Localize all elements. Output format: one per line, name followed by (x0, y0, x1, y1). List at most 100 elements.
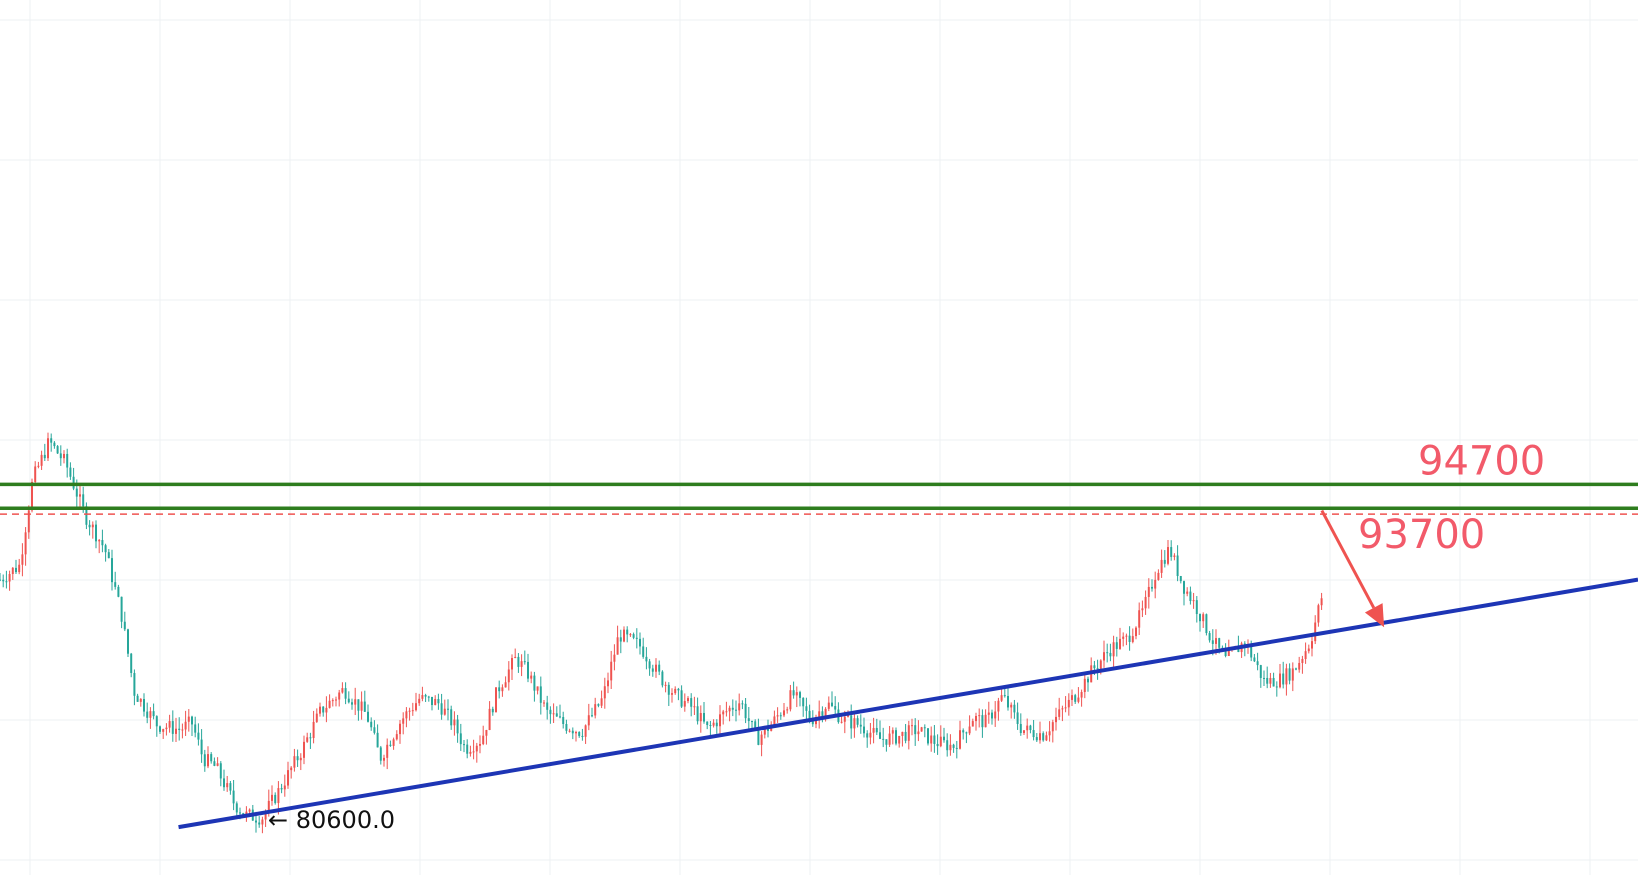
candle-body (178, 728, 181, 730)
candle-body (607, 680, 609, 687)
candle-body (363, 701, 366, 712)
candle-body (728, 707, 731, 712)
candle-body (338, 692, 341, 700)
candle-body (354, 699, 357, 705)
candle-body (117, 586, 120, 597)
candle-body (303, 741, 305, 758)
candle-body (619, 637, 622, 642)
candle-body (1087, 678, 1089, 683)
candle-body (1112, 642, 1115, 657)
candle-body (683, 701, 686, 707)
candle-body (869, 732, 872, 738)
candle-body (639, 638, 641, 647)
candle-body (415, 703, 417, 711)
candle-body (1096, 668, 1099, 670)
candle-body (1202, 614, 1205, 622)
candle-body (299, 757, 302, 761)
candle-body (248, 809, 251, 812)
candle-body (434, 698, 437, 706)
candle-body (1285, 668, 1288, 685)
candle-body (296, 756, 299, 761)
candle-body (357, 699, 360, 711)
candle-body (879, 732, 881, 739)
candle-body (139, 698, 142, 702)
candle-body (997, 700, 1000, 712)
candle-body (834, 706, 837, 710)
candle-body (79, 494, 81, 497)
candle-body (981, 715, 984, 728)
candle-body (645, 656, 648, 662)
candle-body (546, 702, 549, 710)
candle-body (392, 739, 395, 746)
candle-body (1295, 668, 1297, 670)
candle-body (1115, 642, 1118, 649)
candle-body (59, 453, 62, 459)
candle-body (655, 664, 657, 672)
candle-body (635, 637, 638, 639)
candle-body (491, 708, 494, 713)
candle-body (1010, 704, 1013, 708)
candle-body (1103, 652, 1105, 661)
candle-body (565, 724, 568, 731)
candle-body (664, 684, 667, 686)
candle-body (671, 693, 673, 695)
candle-body (1125, 635, 1128, 637)
candle-body (1013, 704, 1016, 713)
candle-body (1051, 722, 1054, 732)
candle-body (648, 661, 651, 669)
candle-body (1205, 614, 1208, 634)
candle-body (1048, 731, 1051, 736)
candle-body (143, 698, 145, 712)
candle-body (18, 564, 21, 573)
candle-body (1122, 636, 1125, 639)
candle-body (555, 713, 558, 717)
candle-body (821, 711, 824, 716)
candlestick-series (0, 432, 1323, 834)
candle-body (325, 707, 328, 713)
candle-body (155, 716, 158, 727)
candle-body (31, 481, 33, 511)
candle-body (184, 721, 187, 730)
candle-body (283, 785, 286, 790)
candle-body (533, 675, 536, 691)
candle-body (1173, 555, 1176, 557)
candle-body (741, 703, 744, 705)
candle-body (85, 506, 88, 525)
candle-body (962, 730, 965, 733)
candle-body (587, 715, 590, 726)
candle-body (111, 558, 113, 583)
candle-body (229, 783, 232, 791)
candle-body (1147, 586, 1150, 597)
candle-body (623, 629, 625, 642)
candle-body (43, 454, 46, 459)
candle-body (802, 697, 805, 707)
candle-body (495, 687, 497, 713)
candle-body (888, 733, 891, 745)
candle-body (226, 783, 229, 788)
candle-body (373, 727, 376, 733)
candle-body (507, 669, 510, 683)
candle-body (149, 711, 152, 718)
candle-body (1138, 610, 1141, 628)
arrow-shaft (1320, 509, 1376, 609)
candle-body (402, 718, 405, 724)
candle-body (917, 731, 920, 735)
candle-body (703, 713, 705, 722)
candle-body (91, 524, 94, 528)
candle-body (120, 596, 123, 622)
candle-body (50, 438, 53, 443)
candle-body (280, 788, 283, 790)
candle-body (27, 510, 30, 533)
candle-body (1032, 730, 1035, 738)
candle-body (667, 684, 670, 695)
candle-body (47, 438, 49, 459)
candle-body (600, 698, 603, 706)
candle-body (472, 751, 475, 753)
candle-body (632, 634, 635, 638)
candle-body (127, 629, 129, 654)
candle-body (725, 711, 728, 713)
candle-body (165, 727, 168, 730)
candle-body (827, 702, 830, 709)
candle-body (866, 733, 869, 738)
candle-body (946, 740, 949, 751)
